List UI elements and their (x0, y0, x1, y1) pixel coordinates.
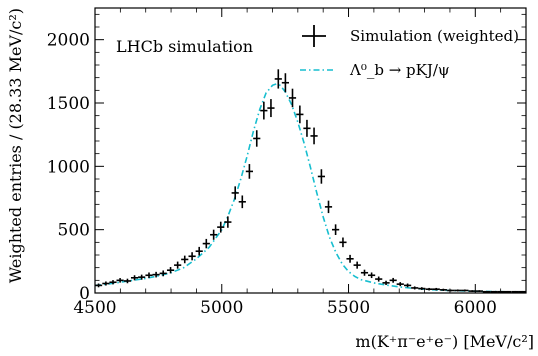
data-point (274, 69, 282, 89)
data-point (490, 290, 498, 293)
data-point (152, 271, 160, 278)
data-point (396, 282, 404, 287)
data-point (224, 216, 232, 228)
data-point (461, 289, 469, 292)
data-point (210, 229, 218, 240)
data-point (447, 289, 455, 292)
data-point (404, 283, 412, 288)
data-point (217, 221, 225, 233)
data-point (253, 130, 261, 147)
x-tick-label: 4500 (73, 298, 116, 318)
data-point (411, 286, 419, 290)
y-tick-label: 1000 (47, 157, 90, 177)
data-point (138, 274, 146, 280)
legend-label-data: Simulation (weighted) (350, 27, 519, 45)
data-point (102, 281, 110, 286)
chart-annotation: LHCb simulation (116, 37, 253, 56)
axes-layer (94, 7, 527, 294)
fit-curve (94, 83, 527, 293)
data-point (504, 290, 512, 293)
data-point (389, 277, 397, 283)
data-point (174, 261, 182, 269)
data-point (375, 276, 383, 282)
data-point (195, 246, 203, 256)
data-point (432, 287, 440, 291)
plot-frame (94, 7, 527, 294)
legend-marker-data (302, 25, 326, 47)
data-point (482, 290, 491, 293)
data-point (231, 186, 239, 200)
fit-layer (94, 83, 527, 293)
data-point (109, 280, 117, 285)
data-point (468, 290, 476, 292)
data-point (159, 270, 167, 277)
x-tick-label: 5000 (200, 298, 243, 318)
data-point (130, 275, 139, 281)
y-axis-label: Weighted entries / (28.33 MeV/c²) (6, 8, 25, 283)
data-point (518, 290, 527, 293)
data-point (439, 288, 447, 291)
data-point (245, 164, 253, 179)
data-point (454, 289, 462, 292)
data-point (511, 290, 519, 293)
x-tick-label: 5500 (327, 298, 370, 318)
data-point (475, 290, 483, 292)
y-tick-label: 2000 (47, 31, 90, 51)
y-tick-label: 1500 (47, 94, 90, 114)
data-point (267, 99, 275, 118)
data-point (324, 200, 333, 214)
data-point (123, 278, 132, 284)
data-point (382, 280, 390, 286)
ticks-layer: 4500 5000 5500 6000 0 500 1000 1500 2000 (47, 8, 527, 318)
data-point (145, 272, 153, 279)
data-point (303, 119, 311, 137)
y-tick-label: 500 (58, 221, 90, 241)
data-point (116, 278, 124, 283)
data-point (317, 169, 325, 184)
data-point (332, 224, 340, 235)
data-point (296, 105, 304, 124)
data-point (310, 127, 318, 145)
data-point (368, 272, 376, 279)
data-point (346, 254, 354, 263)
x-axis-label: m(K⁺π⁻e⁺e⁻) [MeV/c²] (355, 332, 534, 351)
legend-label-fit: Λ⁰_b → pKJ/ψ (349, 61, 450, 79)
data-point (94, 283, 103, 288)
x-tick-label: 6000 (454, 298, 497, 318)
data-point (360, 269, 369, 276)
data-point (353, 261, 361, 269)
data-point (166, 267, 175, 274)
legend: Simulation (weighted) Λ⁰_b → pKJ/ψ (300, 25, 519, 79)
data-point (281, 73, 289, 93)
points-layer (94, 69, 527, 293)
data-point (202, 238, 210, 249)
data-point (238, 195, 246, 209)
data-point (188, 252, 196, 261)
data-point (260, 101, 268, 120)
data-point (181, 255, 189, 264)
data-point (425, 287, 433, 291)
y-tick-label: 0 (79, 284, 90, 304)
data-point (339, 237, 347, 248)
data-point (288, 88, 297, 108)
